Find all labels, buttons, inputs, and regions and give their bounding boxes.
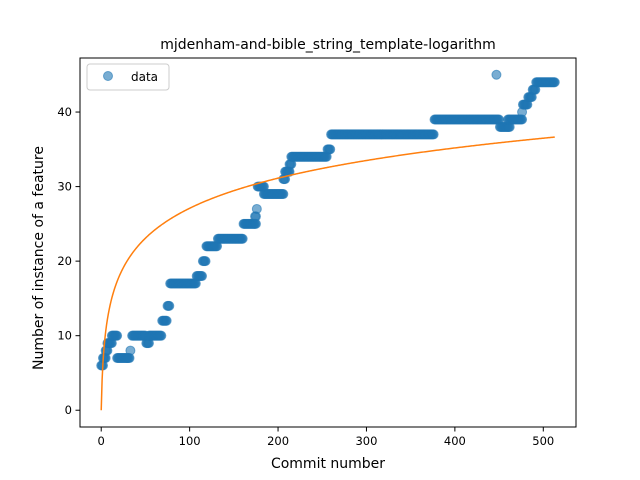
x-tick-label: 400 xyxy=(444,434,466,448)
data-point xyxy=(161,315,172,326)
data-point xyxy=(278,189,289,200)
legend-marker-data xyxy=(103,71,113,81)
y-tick-label: 20 xyxy=(57,254,72,268)
plot-area xyxy=(96,69,560,411)
x-tick-label: 0 xyxy=(98,434,105,448)
y-tick-label: 10 xyxy=(57,329,72,343)
data-point xyxy=(491,69,502,80)
fit-line xyxy=(100,136,555,411)
data-point xyxy=(197,271,208,282)
x-tick-label: 200 xyxy=(267,434,289,448)
axes: 0 100 200 300 400 500 0 10 20 30 40 xyxy=(57,57,577,448)
data-point xyxy=(112,330,123,341)
data-point xyxy=(251,203,262,214)
data-point xyxy=(125,345,136,356)
legend-label-data: data xyxy=(131,70,158,84)
x-tick-label: 300 xyxy=(355,434,377,448)
data-point xyxy=(237,233,248,244)
data-point xyxy=(200,256,211,267)
axes-frame xyxy=(79,57,577,428)
y-axis-label: Number of instance of a feature xyxy=(31,146,47,370)
x-axis-label: Commit number xyxy=(271,456,385,472)
legend: data xyxy=(86,63,170,91)
data-point xyxy=(164,300,175,311)
data-point xyxy=(428,129,439,140)
data-point xyxy=(549,77,560,88)
x-tick-label: 100 xyxy=(179,434,201,448)
data-point xyxy=(156,330,167,341)
y-tick-label: 30 xyxy=(57,180,72,194)
x-tick-label: 500 xyxy=(532,434,554,448)
legend-box xyxy=(86,63,170,91)
y-tick-label: 40 xyxy=(57,105,72,119)
data-point xyxy=(325,144,336,155)
chart-title: mjdenham-and-bible_string_template-logar… xyxy=(160,37,496,53)
y-tick-label: 0 xyxy=(65,403,72,417)
